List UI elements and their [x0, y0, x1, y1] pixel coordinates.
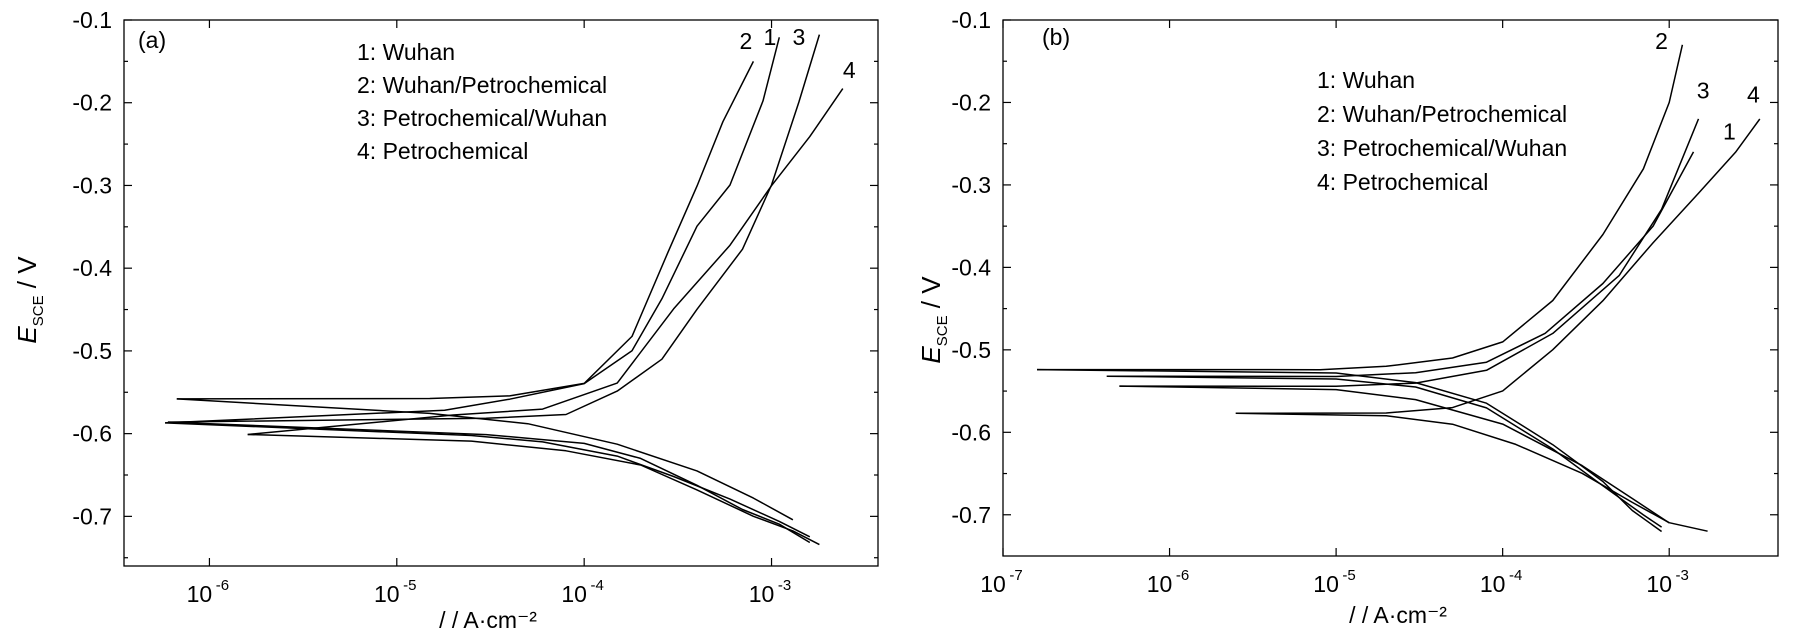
x-tick-exponent: -6 [1176, 567, 1189, 584]
y-axis-label: ESCE / V [916, 276, 951, 364]
y-tick-label: -0.5 [951, 337, 991, 363]
y-tick-label: -0.3 [72, 172, 112, 198]
curve-label: 2 [740, 28, 753, 54]
x-axis-label: / / A·cm⁻² [1349, 602, 1447, 628]
x-tick-exponent: -7 [1009, 567, 1022, 584]
y-tick-label: -0.2 [72, 90, 112, 116]
y-tick-label: -0.5 [72, 338, 112, 364]
x-tick-exponent: -4 [590, 577, 603, 594]
x-tick-exponent: -5 [403, 577, 416, 594]
y-tick-label: -0.4 [72, 255, 112, 281]
curve-label: 2 [1655, 28, 1668, 54]
curve-label: 1 [1723, 119, 1736, 145]
curve-cathodic-2 [176, 398, 794, 521]
x-tick-label: 10 [374, 581, 400, 607]
curve-anodic-2 [176, 61, 755, 400]
curve-cathodic-3 [1119, 385, 1670, 524]
legend-entry: 2: Wuhan/Petrochemical [1317, 101, 1567, 127]
x-axis-label: / / A·cm⁻² [439, 607, 537, 633]
x-tick-label: 10 [187, 581, 213, 607]
legend-entry: 2: Wuhan/Petrochemical [357, 72, 607, 98]
legend-entry: 4: Petrochemical [1317, 169, 1488, 195]
curve-cathodic-1 [165, 422, 811, 538]
legend-entry: 3: Petrochemical/Wuhan [357, 105, 607, 131]
curve-cathodic-1 [1106, 375, 1663, 528]
curve-anodic-2 [1036, 44, 1684, 371]
legend-entry: 1: Wuhan [357, 39, 455, 65]
curve-label: 3 [1697, 77, 1710, 103]
x-tick-label: 10 [1313, 571, 1339, 597]
y-tick-label: -0.2 [951, 89, 991, 115]
x-tick-exponent: -6 [216, 577, 229, 594]
curve-label: 4 [843, 57, 856, 83]
x-tick-exponent: -3 [1676, 567, 1689, 584]
y-tick-label: -0.1 [72, 7, 112, 33]
y-tick-label: -0.7 [951, 502, 991, 528]
curve-label: 3 [793, 24, 806, 50]
legend-entry: 4: Petrochemical [357, 138, 528, 164]
curve-label: 1 [763, 24, 776, 50]
x-tick-label: 10 [1147, 571, 1173, 597]
x-tick-exponent: -5 [1342, 567, 1355, 584]
panel-label: (a) [138, 27, 166, 53]
x-tick-label: 10 [980, 571, 1006, 597]
y-tick-label: -0.3 [951, 172, 991, 198]
x-tick-label: 10 [561, 581, 587, 607]
panel-a: -0.1-0.2-0.3-0.4-0.5-0.6-0.710 -6 10 -5 10 -4… [12, 7, 879, 633]
plot-frame [123, 19, 879, 567]
curve-anodic-3 [167, 34, 821, 423]
y-axis-label: ESCE / V [12, 256, 47, 344]
curve-anodic-3 [1119, 118, 1700, 388]
panel-label: (b) [1042, 24, 1070, 50]
plot-frame [1002, 19, 1779, 557]
x-tick-label: 10 [1480, 571, 1506, 597]
y-tick-label: -0.7 [72, 503, 112, 529]
x-tick-exponent: -3 [778, 577, 791, 594]
y-tick-label: -0.6 [951, 419, 991, 445]
curve-anodic-4 [247, 88, 844, 436]
curve-cathodic-4 [1235, 412, 1708, 532]
curve-label: 4 [1747, 81, 1760, 107]
y-tick-label: -0.6 [72, 421, 112, 447]
legend-entry: 1: Wuhan [1317, 67, 1415, 93]
x-tick-label: 10 [749, 581, 775, 607]
curve-anodic-4 [1235, 118, 1761, 415]
legend-entry: 3: Petrochemical/Wuhan [1317, 135, 1567, 161]
x-tick-label: 10 [1646, 571, 1672, 597]
curve-anodic-1 [165, 37, 781, 424]
curve-cathodic-2 [1036, 368, 1663, 533]
y-tick-label: -0.4 [951, 254, 991, 280]
panel-b: -0.1-0.2-0.3-0.4-0.5-0.6-0.710 -7 10 -6 10 -5… [916, 7, 1779, 628]
y-tick-label: -0.1 [951, 7, 991, 33]
curve-cathodic-3 [167, 421, 811, 544]
curve-cathodic-4 [247, 433, 820, 546]
x-tick-exponent: -4 [1509, 567, 1522, 584]
